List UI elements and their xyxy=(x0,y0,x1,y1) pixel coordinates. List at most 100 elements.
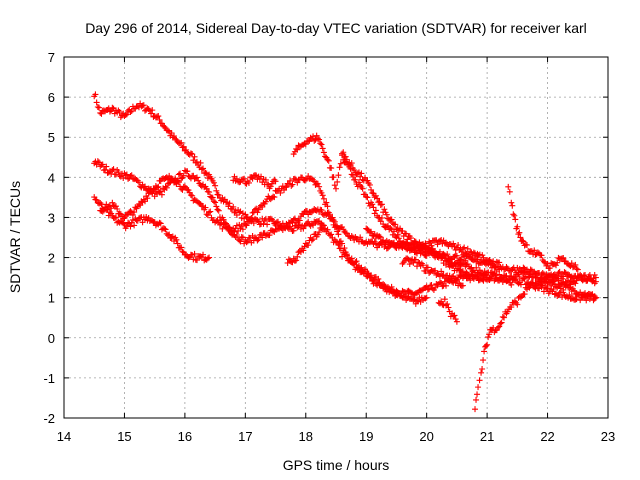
data-point xyxy=(249,209,256,216)
data-point xyxy=(453,252,460,259)
data-point xyxy=(314,231,321,238)
data-point xyxy=(540,288,547,295)
data-point xyxy=(122,112,129,119)
data-point xyxy=(99,161,106,168)
x-axis-label: GPS time / hours xyxy=(283,457,390,473)
data-point xyxy=(444,301,451,308)
data-point xyxy=(127,108,134,115)
data-point xyxy=(410,296,417,303)
data-point xyxy=(341,245,348,252)
data-point xyxy=(429,249,436,256)
data-point xyxy=(316,136,323,143)
data-point xyxy=(277,189,284,196)
data-point xyxy=(494,324,501,331)
data-point xyxy=(213,187,220,194)
data-point xyxy=(484,341,491,348)
data-point xyxy=(368,272,375,279)
data-point xyxy=(127,208,134,215)
data-point xyxy=(550,286,557,293)
data-point xyxy=(157,220,164,227)
data-point xyxy=(319,145,326,152)
data-point xyxy=(323,199,330,206)
data-point xyxy=(274,218,281,225)
data-point xyxy=(370,204,377,211)
data-point xyxy=(542,279,549,286)
data-point xyxy=(485,334,492,341)
data-point xyxy=(334,178,341,185)
data-point xyxy=(106,108,113,115)
data-point xyxy=(209,194,216,201)
data-point xyxy=(97,199,104,206)
data-point xyxy=(499,313,506,320)
series-track-11 xyxy=(472,268,599,413)
data-point xyxy=(388,216,395,223)
data-point xyxy=(540,258,547,265)
data-point xyxy=(348,233,355,240)
data-point xyxy=(521,291,528,298)
data-point xyxy=(458,248,465,255)
data-point xyxy=(461,244,468,251)
data-point xyxy=(331,218,338,225)
data-point xyxy=(247,215,254,222)
data-point xyxy=(272,178,279,185)
data-point xyxy=(94,158,101,165)
data-point xyxy=(474,272,481,279)
data-point xyxy=(483,342,490,349)
data-point xyxy=(254,237,261,244)
data-point xyxy=(252,234,259,241)
data-point xyxy=(290,227,297,234)
data-point xyxy=(420,262,427,269)
data-point xyxy=(171,133,178,140)
data-point xyxy=(378,215,385,222)
data-point xyxy=(525,284,532,291)
data-point xyxy=(463,269,470,276)
data-point xyxy=(259,204,266,211)
data-point xyxy=(478,369,485,376)
data-point xyxy=(423,294,430,301)
data-point xyxy=(560,289,567,296)
data-point xyxy=(449,273,456,280)
data-point xyxy=(308,209,315,216)
data-point xyxy=(236,209,243,216)
data-point xyxy=(368,228,375,235)
data-point xyxy=(436,279,443,286)
data-point xyxy=(335,231,342,238)
data-point xyxy=(319,221,326,228)
series-track-4 xyxy=(97,172,430,307)
data-point xyxy=(520,264,527,271)
data-point xyxy=(521,275,528,282)
data-point xyxy=(328,165,335,172)
data-point xyxy=(391,239,398,246)
data-point xyxy=(438,268,445,275)
data-point xyxy=(487,258,494,265)
data-point xyxy=(242,221,249,228)
data-point xyxy=(243,222,250,229)
data-point xyxy=(154,184,161,191)
data-point xyxy=(358,170,365,177)
data-point xyxy=(131,222,138,229)
data-point xyxy=(239,226,246,233)
data-point xyxy=(554,259,561,266)
data-point xyxy=(287,177,294,184)
data-point xyxy=(123,111,130,118)
data-point xyxy=(187,150,194,157)
series-track-12 xyxy=(505,183,581,273)
data-point xyxy=(498,319,505,326)
data-point xyxy=(359,185,366,192)
data-point xyxy=(554,292,561,299)
data-point xyxy=(178,139,185,146)
data-point xyxy=(116,210,123,217)
data-point xyxy=(432,267,439,274)
data-point xyxy=(348,171,355,178)
data-point xyxy=(554,272,561,279)
data-point xyxy=(112,203,119,210)
data-point xyxy=(93,197,100,204)
data-point xyxy=(509,202,516,209)
data-point xyxy=(250,220,257,227)
y-tick-label: 5 xyxy=(48,130,55,145)
data-point xyxy=(505,183,512,190)
data-point xyxy=(320,222,327,229)
x-tick-label: 15 xyxy=(117,429,131,444)
data-point xyxy=(96,104,103,111)
